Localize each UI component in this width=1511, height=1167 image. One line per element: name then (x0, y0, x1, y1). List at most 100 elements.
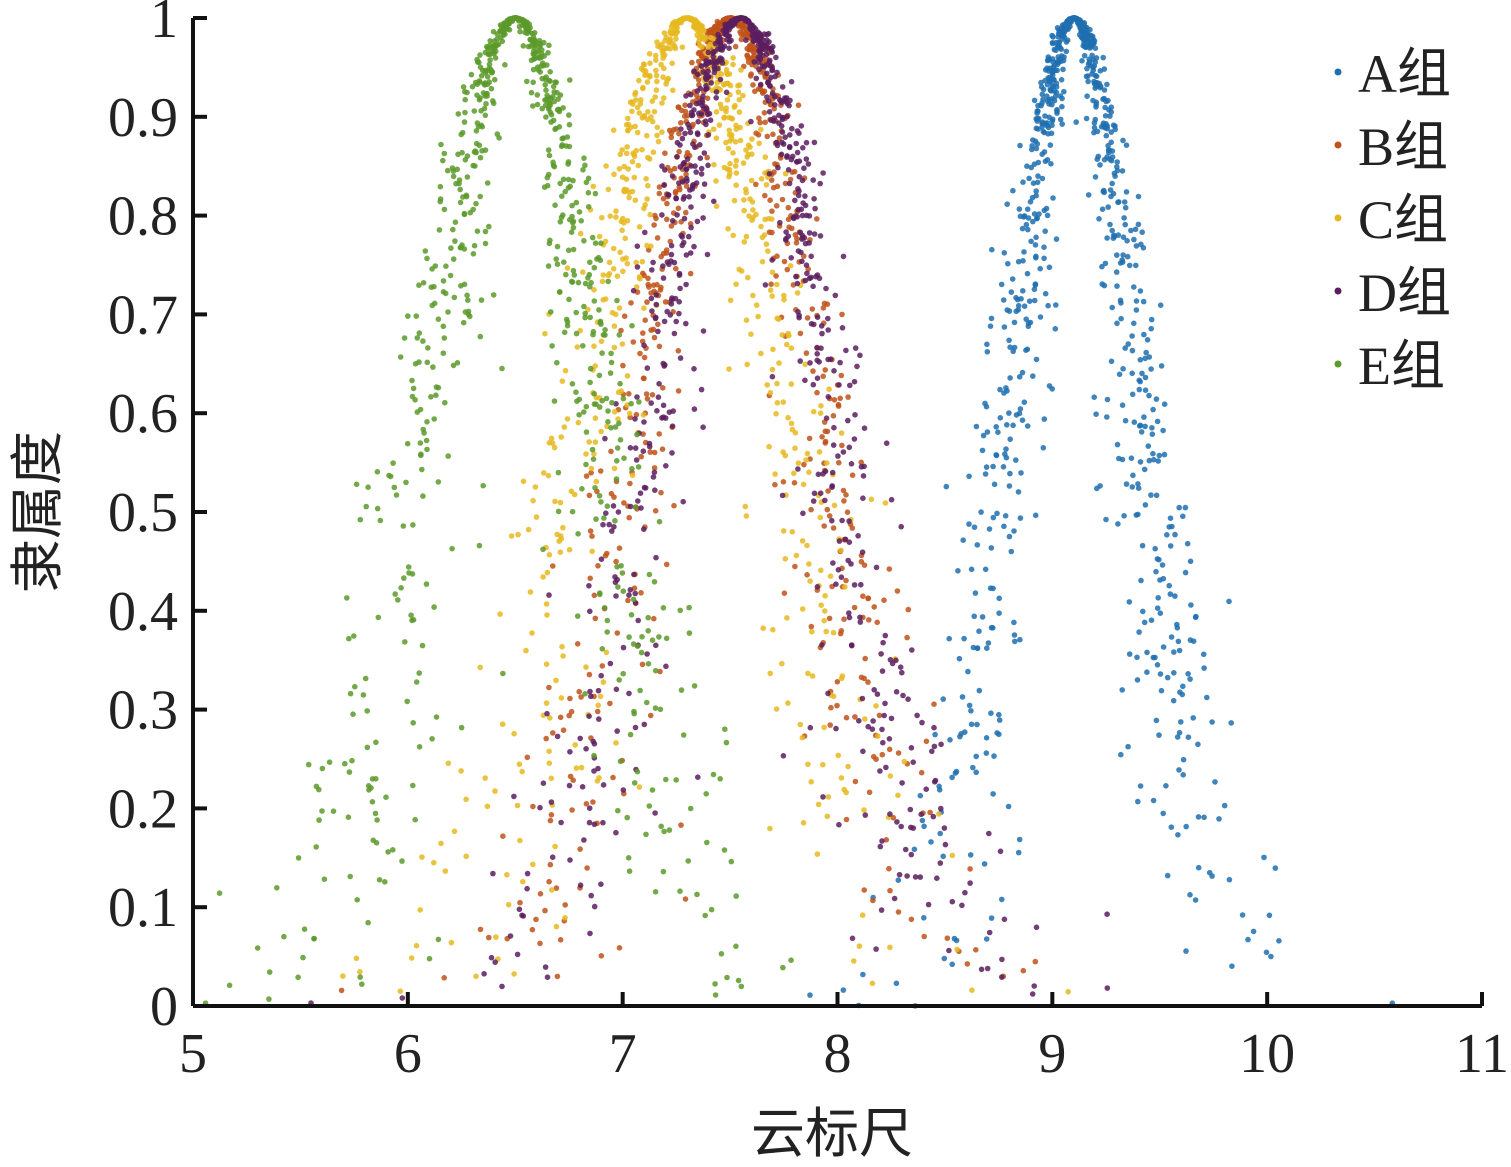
data-point (615, 509, 622, 515)
data-point (764, 70, 770, 77)
data-point (631, 710, 637, 717)
data-point (1085, 78, 1091, 85)
data-point (831, 502, 838, 509)
data-point (471, 108, 478, 114)
data-point (683, 209, 689, 216)
data-point (1122, 204, 1129, 211)
data-point (1045, 54, 1052, 60)
data-point (1017, 142, 1023, 149)
data-point (842, 584, 848, 590)
data-point (357, 516, 364, 523)
data-point (1161, 401, 1168, 408)
data-point (780, 479, 787, 485)
data-point (589, 548, 595, 555)
data-point (848, 561, 854, 567)
data-point (971, 613, 977, 620)
data-point (1011, 528, 1017, 534)
data-point (811, 196, 817, 202)
data-point (562, 915, 568, 921)
data-point (452, 219, 459, 225)
data-point (687, 187, 693, 193)
data-point (652, 508, 659, 514)
data-point (507, 933, 514, 939)
data-point (596, 372, 603, 379)
data-point (795, 102, 802, 108)
data-point (410, 522, 416, 528)
data-point (1135, 485, 1142, 492)
data-point (591, 298, 598, 304)
data-point (1140, 245, 1147, 251)
data-point (1263, 949, 1270, 956)
data-point (764, 94, 770, 100)
data-point (862, 655, 868, 662)
data-point (527, 589, 534, 595)
data-point (1139, 370, 1145, 377)
data-point (946, 947, 952, 954)
data-point (441, 150, 448, 157)
data-point (1123, 481, 1130, 487)
data-point (680, 196, 687, 202)
data-point (1093, 104, 1099, 110)
data-point (678, 120, 684, 126)
data-point (1114, 283, 1120, 289)
y-tick-label: 1 (150, 0, 178, 50)
data-point (1001, 916, 1008, 923)
data-point (566, 112, 572, 118)
data-point (836, 821, 842, 828)
data-point (421, 430, 427, 436)
data-point (806, 213, 813, 219)
data-point (727, 170, 733, 177)
data-point (621, 313, 628, 320)
data-point (470, 251, 477, 257)
data-point (477, 193, 484, 200)
data-point (967, 866, 973, 872)
data-point (1122, 417, 1129, 424)
data-point (814, 344, 820, 351)
data-point (517, 28, 523, 35)
data-point (974, 721, 980, 728)
data-point (1091, 124, 1098, 131)
data-point (1160, 810, 1166, 817)
data-point (1119, 402, 1126, 409)
data-point (585, 175, 592, 182)
data-point (993, 452, 999, 458)
data-point (969, 987, 975, 993)
data-point (801, 165, 807, 171)
data-point (1019, 417, 1026, 424)
data-point (599, 663, 606, 669)
data-point (625, 597, 631, 604)
data-point (607, 370, 614, 376)
data-point (447, 272, 454, 279)
data-point (644, 299, 650, 305)
data-point (591, 592, 598, 599)
data-point (668, 242, 675, 249)
data-point (1166, 582, 1172, 589)
data-point (971, 524, 978, 530)
data-point (811, 231, 818, 237)
data-point (751, 59, 758, 65)
data-point (576, 209, 583, 215)
data-point (583, 664, 589, 670)
data-point (861, 425, 868, 432)
data-point (1109, 148, 1116, 154)
data-point (605, 419, 611, 425)
data-point (817, 490, 824, 497)
data-point (899, 780, 905, 786)
data-point (641, 375, 647, 382)
data-point (1094, 128, 1101, 135)
data-point (661, 828, 667, 835)
data-point (647, 211, 653, 218)
data-point (985, 640, 992, 646)
data-point (566, 546, 573, 553)
data-point (814, 584, 821, 590)
data-point (445, 309, 451, 315)
data-point (857, 352, 863, 359)
data-point (685, 858, 691, 864)
data-point (547, 102, 553, 108)
data-point (560, 212, 566, 218)
data-point (623, 150, 630, 157)
data-point (809, 306, 816, 312)
data-point (701, 150, 708, 156)
data-point (815, 471, 822, 478)
data-point (1015, 489, 1022, 495)
